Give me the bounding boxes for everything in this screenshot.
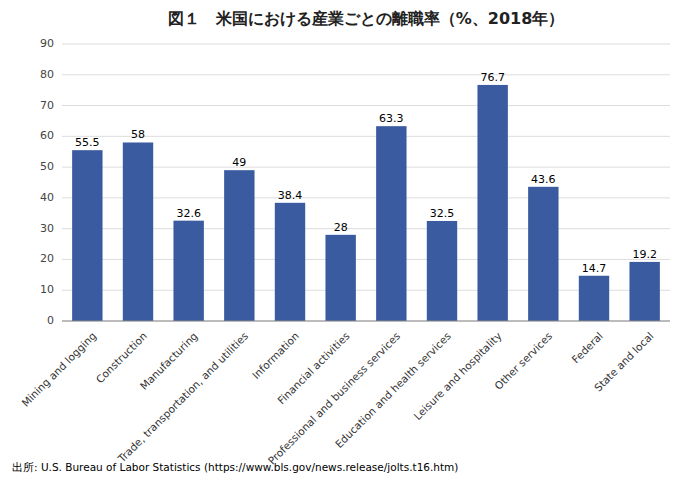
bar (427, 221, 457, 321)
y-axis: 0 10 20 30 40 50 60 70 80 90 (40, 37, 54, 327)
chart-container: 0 10 20 30 40 50 60 70 80 90 55.5 58 32.6 49 38.4 28 63.… (0, 0, 688, 479)
y-tick-label: 90 (40, 37, 54, 50)
source-note: 出所: U.S. Bureau of Labor Statistics (htt… (12, 461, 458, 473)
y-tick-label: 20 (40, 252, 54, 265)
y-tick-label: 10 (40, 283, 54, 296)
bar (275, 203, 305, 321)
bar (477, 85, 507, 321)
bars (72, 85, 660, 321)
data-label: 19.2 (632, 248, 657, 261)
data-label: 55.5 (75, 136, 100, 149)
grid-line (62, 321, 670, 322)
bar (528, 187, 558, 321)
x-axis: Mining and loggingConstructionManufactur… (19, 330, 656, 467)
data-label: 49 (232, 156, 246, 169)
x-tick-label: Construction (93, 330, 149, 386)
grid-line (62, 44, 670, 45)
y-tick-label: 60 (40, 129, 54, 142)
grid (62, 44, 670, 321)
chart-svg: 0 10 20 30 40 50 60 70 80 90 55.5 58 32.6 49 38.4 28 63.… (0, 0, 688, 479)
data-label: 43.6 (531, 173, 556, 186)
x-tick-label: Trade, transportation, and utilities (115, 330, 251, 466)
y-tick-label: 50 (40, 160, 54, 173)
bar (224, 170, 254, 321)
x-tick-label: Leisure and hospitality (411, 330, 504, 423)
data-label: 76.7 (480, 71, 505, 84)
grid-line (62, 136, 670, 137)
x-tick-label: Information (250, 330, 301, 381)
bar (629, 262, 659, 321)
y-tick-label: 40 (40, 191, 54, 204)
bar (325, 235, 355, 321)
data-label: 38.4 (278, 189, 303, 202)
x-tick-label: Federal (569, 330, 605, 366)
bar (72, 150, 102, 321)
data-label: 32.6 (176, 207, 201, 220)
y-tick-label: 80 (40, 68, 54, 81)
x-tick-label: Other services (492, 330, 554, 392)
title: 図１ 米国における産業ごとの離職率（%、2018年） (168, 9, 565, 28)
grid-line (62, 74, 670, 75)
y-tick-label: 0 (47, 314, 54, 327)
x-tick-label: State and local (592, 330, 656, 394)
x-axis-line (62, 321, 670, 322)
grid-line (62, 105, 670, 106)
bar (173, 221, 203, 321)
data-label: 28 (334, 221, 348, 234)
bar (376, 126, 406, 321)
y-tick-label: 70 (40, 99, 54, 112)
data-labels: 55.5 58 32.6 49 38.4 28 63.3 32.5 76.7 43.6 14.7 19… (75, 71, 657, 275)
x-tick-label: Mining and logging (19, 330, 98, 409)
y-tick-label: 30 (40, 222, 54, 235)
page: {"chart_data": {"type": "bar", "title": … (0, 0, 688, 479)
data-label: 14.7 (582, 262, 607, 275)
bar (123, 142, 153, 321)
data-label: 58 (131, 128, 145, 141)
data-label: 32.5 (430, 207, 455, 220)
bar (579, 276, 609, 321)
data-label: 63.3 (379, 112, 404, 125)
